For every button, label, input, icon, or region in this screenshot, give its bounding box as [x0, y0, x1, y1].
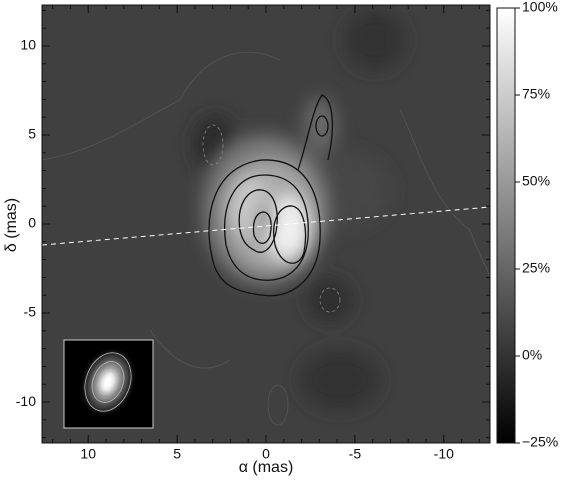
colorbar-tick-label: 50% [522, 173, 550, 189]
colorbar-tick-label: 75% [522, 86, 550, 102]
x-axis-label: α (mas) [239, 459, 294, 476]
y-tick-label: 0 [28, 215, 36, 231]
y-axis-label: δ (mas) [3, 198, 20, 252]
colorbar-tick-label: 0% [522, 347, 542, 363]
y-tick-label: -10 [16, 393, 36, 409]
chart: α (mas) δ (mas) 10 5 0 -5 -10 -10 -5 0 5 10 −25% 0%… [0, 0, 571, 485]
colorbar-tick-label: 100% [522, 0, 558, 15]
x-tick-label: -5 [349, 446, 362, 462]
y-tick-label: -5 [24, 304, 37, 320]
x-tick-label: 0 [262, 446, 270, 462]
x-tick-label: -10 [434, 446, 454, 462]
y-tick-label: 5 [28, 126, 36, 142]
colorbar-tick-label: −25% [522, 434, 558, 450]
y-tick-label: 10 [20, 37, 36, 53]
image [42, 5, 490, 443]
colorbar-tick-label: 25% [522, 260, 550, 276]
colorbar [497, 8, 515, 443]
x-tick-label: 10 [80, 446, 96, 462]
x-tick-label: 5 [173, 446, 181, 462]
